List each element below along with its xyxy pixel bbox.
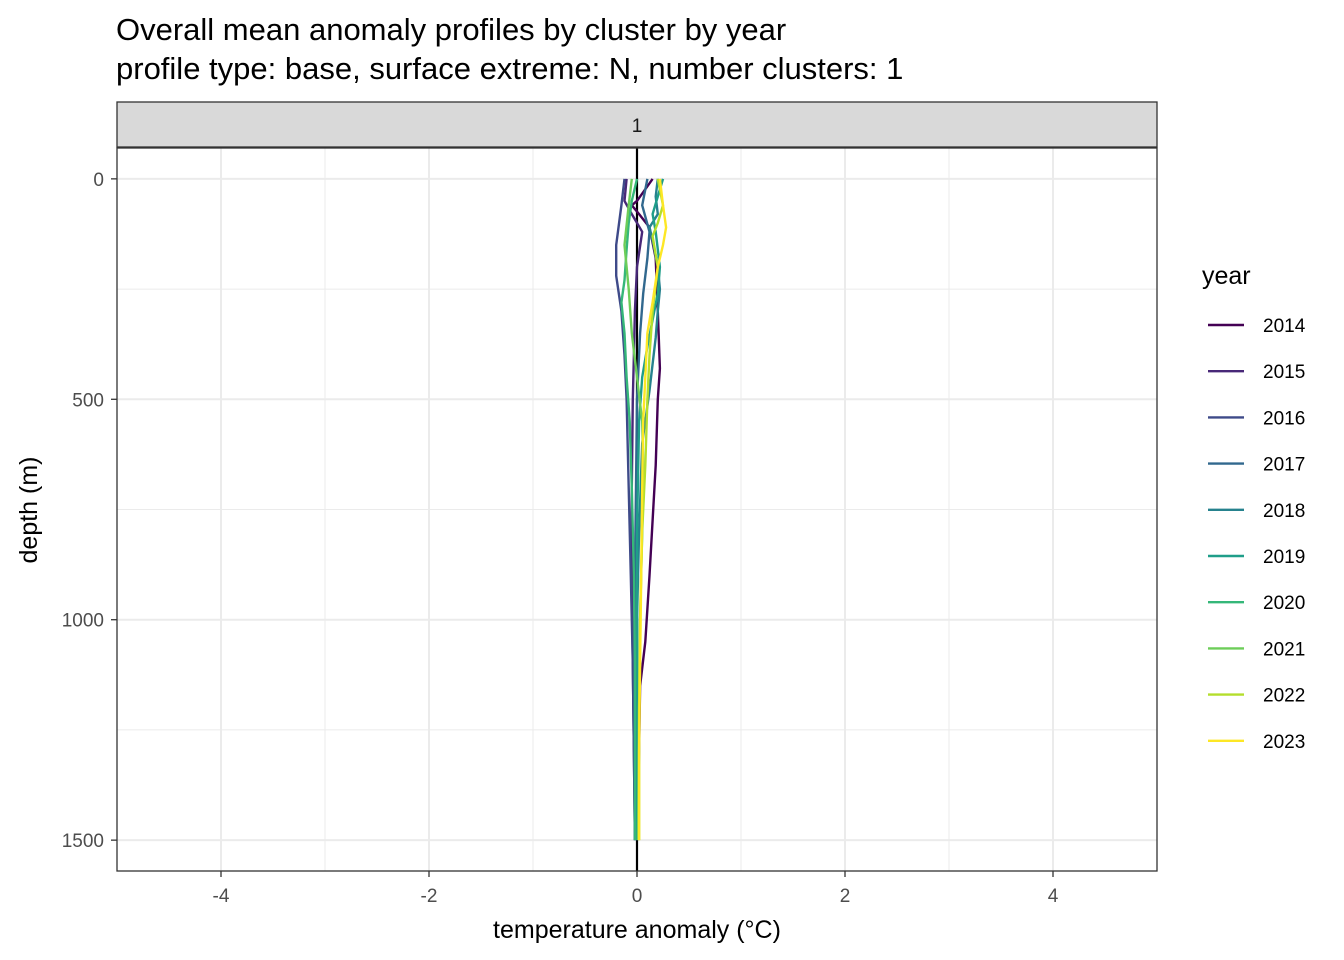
legend-label-2020: 2020 (1263, 593, 1305, 614)
x-tick-label: 0 (632, 886, 643, 907)
legend-title: year (1202, 262, 1251, 290)
legend-label-2017: 2017 (1263, 455, 1305, 476)
legend-label-2018: 2018 (1263, 501, 1305, 522)
series-line-2014 (630, 178, 662, 841)
facet-strip-label: 1 (632, 116, 643, 137)
x-axis: -4 -2 0 2 4 (213, 871, 1059, 907)
legend-label-2016: 2016 (1263, 408, 1305, 429)
legend-label-2015: 2015 (1263, 362, 1305, 383)
y-tick-label: 0 (93, 170, 104, 191)
series-line-2020 (620, 178, 639, 841)
series-line-2023 (637, 178, 668, 841)
x-tick-label: 2 (840, 886, 851, 907)
y-axis: 0 500 1000 1500 (62, 170, 117, 852)
x-tick-label: -4 (213, 886, 230, 907)
y-tick-label: 1500 (62, 831, 104, 852)
legend-label-2014: 2014 (1263, 316, 1306, 337)
chart-title: Overall mean anomaly profiles by cluster… (116, 12, 786, 47)
x-tick-label: -2 (421, 886, 438, 907)
legend-label-2023: 2023 (1263, 732, 1305, 753)
y-tick-label: 1000 (62, 611, 104, 632)
facet-strip (116, 101, 1158, 148)
x-tick-label: 4 (1048, 886, 1059, 907)
y-axis-title: depth (m) (15, 457, 43, 564)
legend: 2014 2015 2016 2017 2018 2019 2020 2021 2022 2023 (1208, 316, 1306, 753)
legend-label-2019: 2019 (1263, 547, 1305, 568)
y-tick-label: 500 (72, 390, 104, 411)
legend-label-2022: 2022 (1263, 686, 1305, 707)
x-axis-title: temperature anomaly (°C) (493, 916, 781, 944)
series-layer (615, 178, 668, 841)
legend-label-2021: 2021 (1263, 639, 1305, 660)
chart-subtitle: profile type: base, surface extreme: N, … (116, 51, 903, 86)
